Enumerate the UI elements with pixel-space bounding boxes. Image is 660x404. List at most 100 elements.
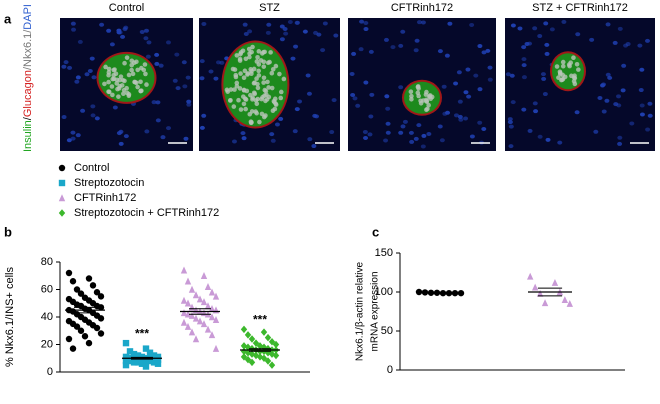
data-point xyxy=(138,360,146,367)
nucleus xyxy=(416,20,422,25)
nucleus xyxy=(247,111,253,117)
nucleus xyxy=(251,80,257,86)
nucleus xyxy=(71,27,77,32)
nucleus xyxy=(183,136,189,141)
nucleus xyxy=(90,104,96,109)
nucleus xyxy=(199,125,205,130)
nucleus xyxy=(138,79,143,85)
nucleus xyxy=(143,71,148,77)
nucleus xyxy=(262,87,268,93)
nucleus xyxy=(385,130,391,135)
legend-label: Streptozotocin + CFTRinh172 xyxy=(74,207,219,219)
nucleus xyxy=(612,40,618,45)
nucleus xyxy=(413,48,419,53)
nucleus xyxy=(283,31,289,36)
nucleus xyxy=(457,99,463,104)
nucleus xyxy=(313,30,319,35)
nucleus xyxy=(121,91,126,96)
nucleus xyxy=(605,72,611,77)
data-point xyxy=(184,299,192,307)
nucleus xyxy=(80,108,86,113)
nucleus xyxy=(559,77,565,83)
nucleus xyxy=(521,45,527,50)
nucleus xyxy=(571,78,577,84)
data-point xyxy=(180,296,188,304)
nucleus xyxy=(228,87,234,92)
nucleus xyxy=(224,87,230,93)
data-point xyxy=(146,357,154,365)
nucleus xyxy=(257,119,262,125)
nucleus xyxy=(113,71,119,77)
nucleus xyxy=(106,72,111,78)
nucleus xyxy=(154,61,160,66)
data-point xyxy=(244,331,252,339)
nucleus xyxy=(557,70,563,76)
nucleus xyxy=(199,59,205,64)
nucleus xyxy=(458,117,464,122)
data-point xyxy=(188,328,196,336)
nucleus xyxy=(616,94,622,99)
nucleus xyxy=(444,53,450,58)
nucleus xyxy=(400,29,406,34)
nucleus xyxy=(106,89,112,95)
nucleus xyxy=(355,103,361,108)
nucleus xyxy=(263,98,268,104)
data-point xyxy=(122,361,130,369)
nucleus xyxy=(329,130,335,135)
nucleus xyxy=(312,113,318,118)
nucleus xyxy=(250,97,255,102)
nucleus xyxy=(576,67,581,72)
nucleus xyxy=(549,27,555,32)
nucleus xyxy=(75,133,81,138)
nucleus xyxy=(408,130,414,135)
data-point xyxy=(240,347,248,356)
data-point xyxy=(196,295,204,303)
data-point xyxy=(551,278,559,286)
nucleus xyxy=(574,61,580,67)
nucleus xyxy=(219,60,225,65)
nucleus xyxy=(154,52,160,57)
y-tick-label: 20 xyxy=(41,338,53,350)
nucleus xyxy=(131,60,137,66)
nucleus xyxy=(270,108,276,114)
nucleus xyxy=(420,144,426,149)
data-point xyxy=(204,302,212,310)
nucleus xyxy=(560,63,566,69)
nucleus xyxy=(132,79,137,85)
nucleus xyxy=(118,74,124,79)
nucleus xyxy=(544,51,550,56)
nucleus xyxy=(237,56,243,62)
nucleus xyxy=(185,75,191,80)
nucleus xyxy=(456,70,462,75)
nucleus xyxy=(554,64,560,69)
nucleus xyxy=(182,84,188,89)
nucleus xyxy=(241,136,247,141)
nucleus xyxy=(302,29,308,34)
nucleus xyxy=(262,93,267,98)
nucleus xyxy=(544,42,550,47)
data-point xyxy=(97,293,105,300)
nucleus xyxy=(242,96,248,102)
nucleus xyxy=(421,98,426,103)
data-point xyxy=(268,361,276,369)
nucleus xyxy=(106,79,111,85)
data-point xyxy=(126,348,134,355)
nucleus xyxy=(508,124,514,129)
nucleus xyxy=(66,138,72,143)
data-point xyxy=(65,269,73,277)
nucleus xyxy=(241,75,247,81)
stain-label-part: Glucagon xyxy=(22,70,34,117)
nucleus xyxy=(120,34,126,39)
nucleus xyxy=(333,33,339,38)
data-point xyxy=(208,313,216,321)
nucleus xyxy=(261,80,266,85)
data-point xyxy=(196,317,204,325)
data-point xyxy=(154,360,162,367)
data-point xyxy=(248,335,256,343)
nucleus xyxy=(265,60,271,66)
nucleus xyxy=(574,110,580,115)
nucleus xyxy=(363,27,369,32)
y-tick-label: 50 xyxy=(381,325,393,337)
nucleus xyxy=(368,49,374,54)
nucleus xyxy=(120,77,126,83)
